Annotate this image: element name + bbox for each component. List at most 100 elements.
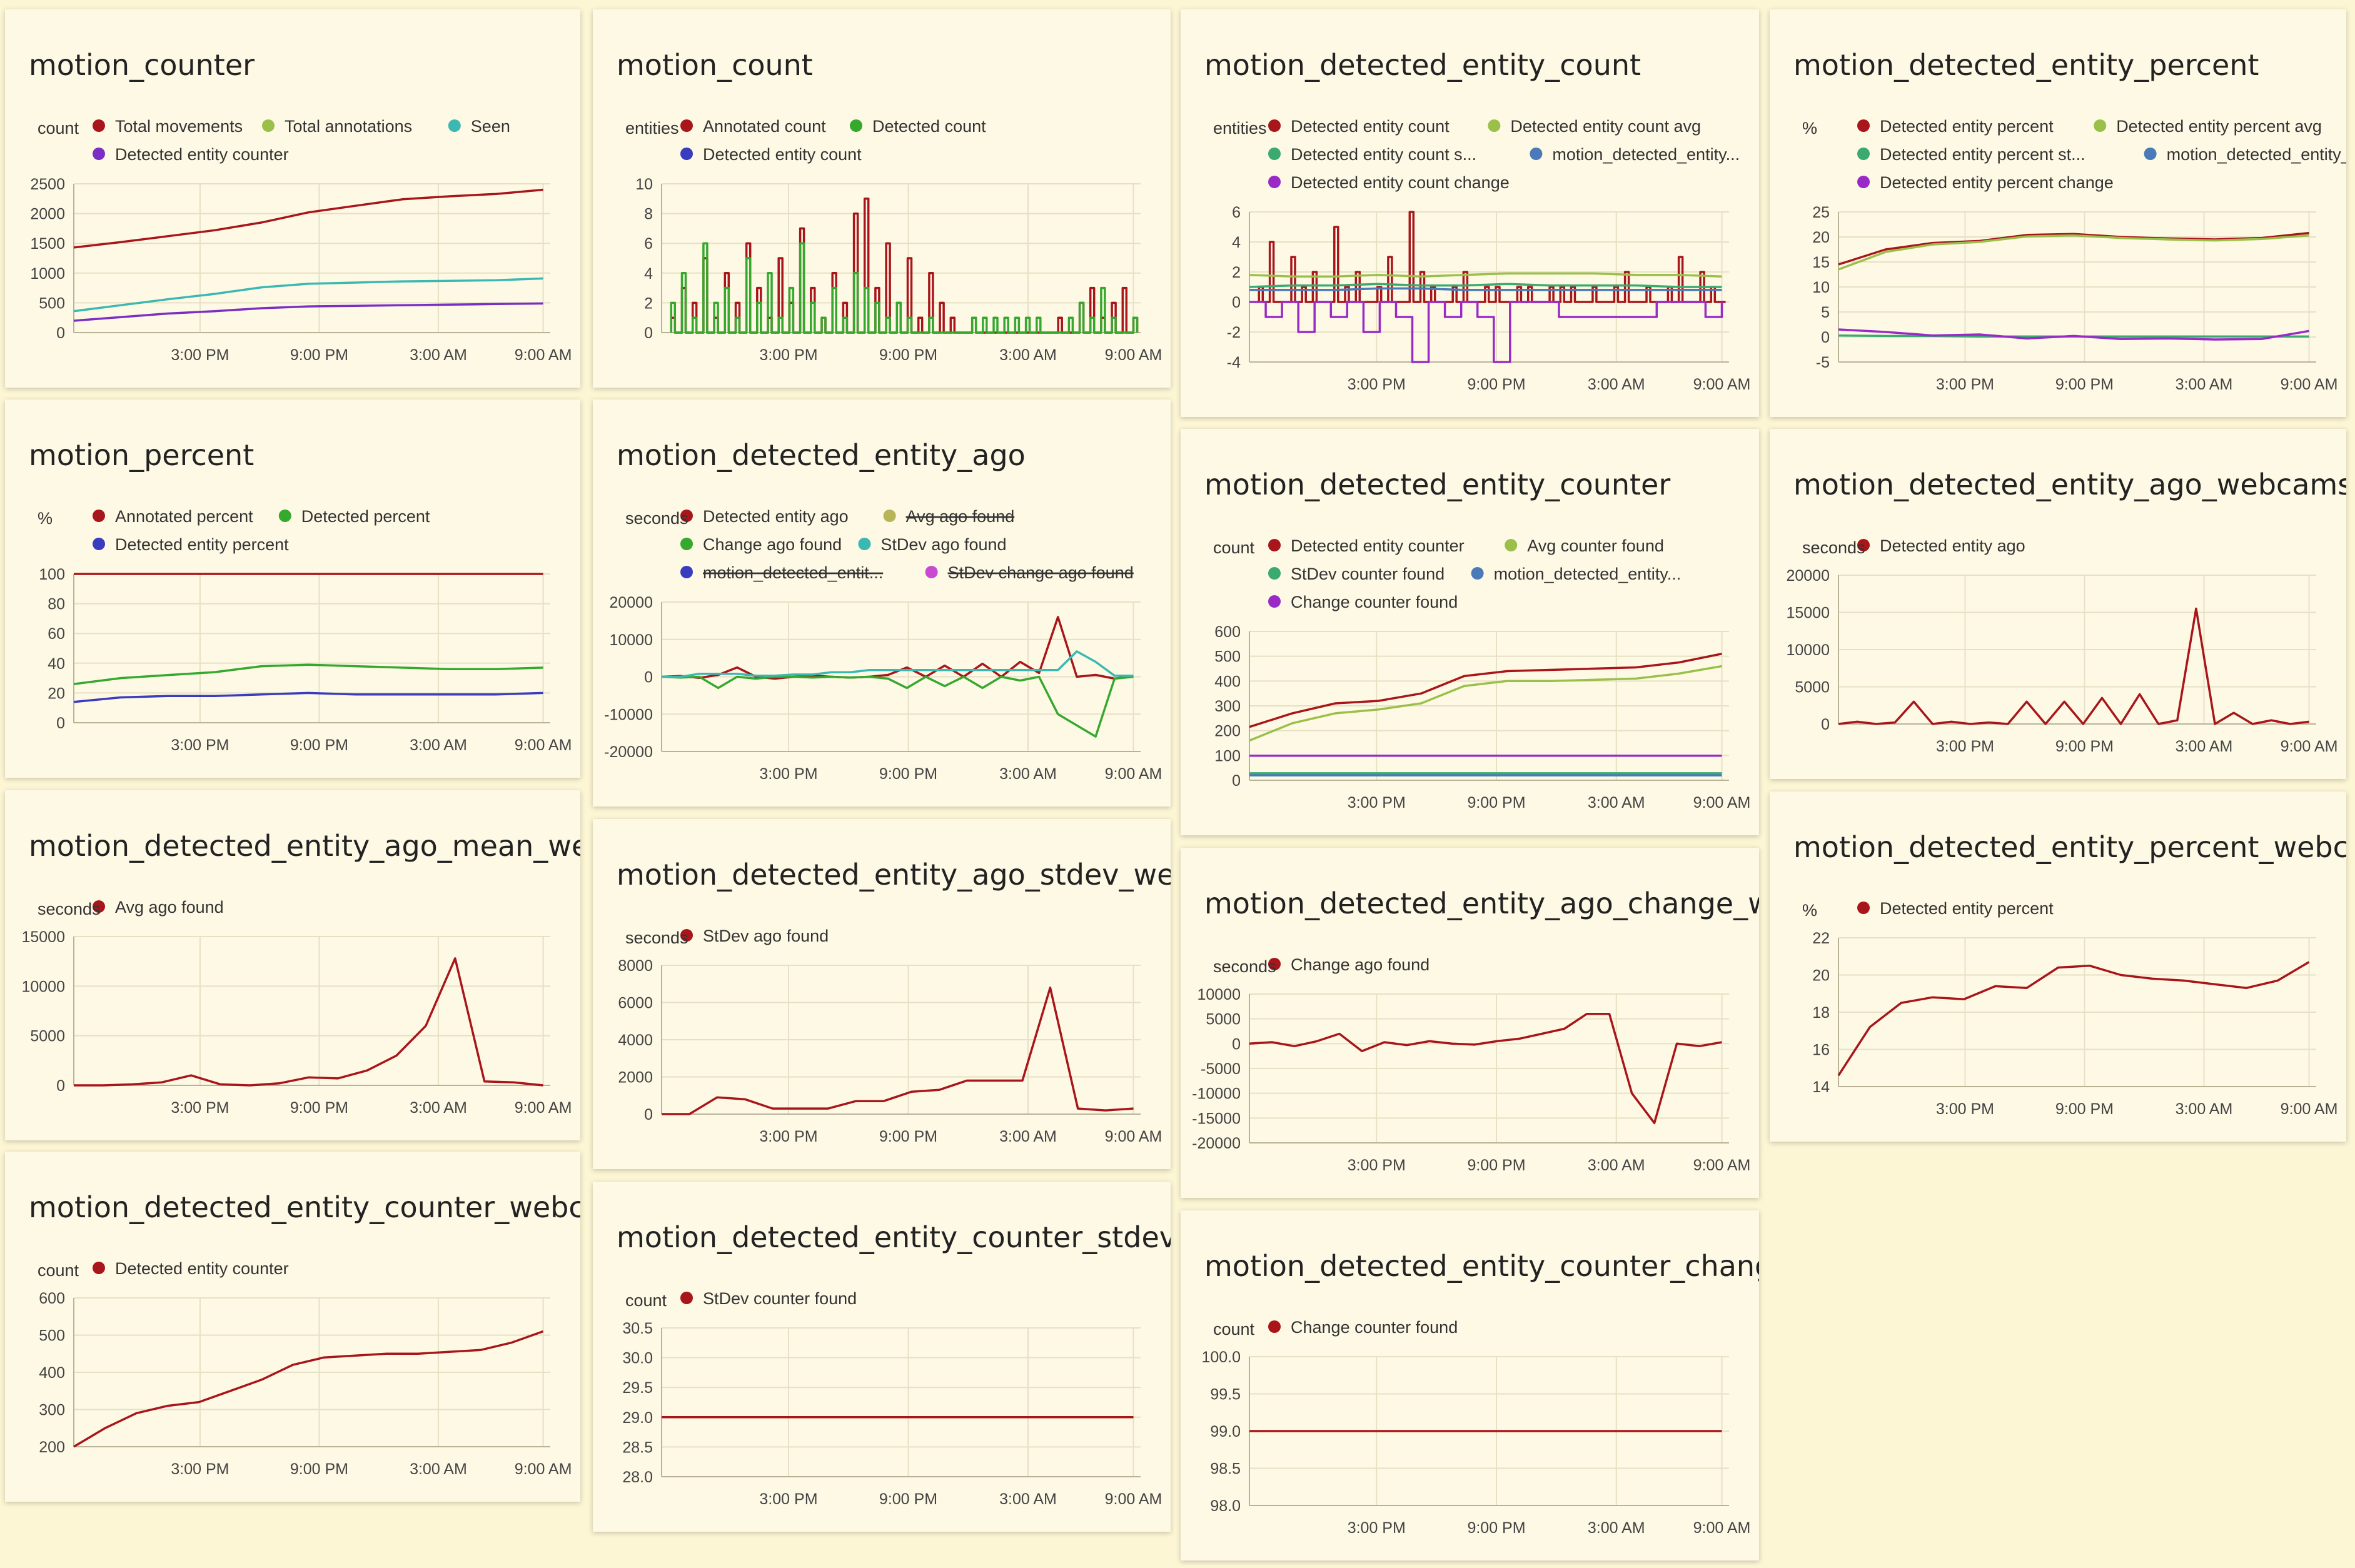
y-tick-label: 10 [635,176,653,193]
x-tick-label: 3:00 AM [999,1128,1057,1145]
series-line-detected-entity-percent-avg[interactable] [1838,234,2309,271]
legend-item-detected-entity-count-avg[interactable]: Detected entity count avg [1488,117,1701,136]
series-line-stdev-ago-found[interactable] [662,986,1134,1115]
legend-item-motion-detected-entity-p[interactable]: motion_detected_entity_p... [2144,145,2346,164]
y-tick-label: 20000 [609,594,653,611]
series-line-detected-entity-count-avg[interactable] [1249,272,1722,278]
legend-swatch [858,538,871,550]
series-line-detected-count[interactable] [670,242,1139,334]
unit-label: count [38,1261,79,1280]
legend-item-change-ago-found[interactable]: Change ago found [1268,955,1430,974]
legend-item-detected-count[interactable]: Detected count [850,117,986,136]
series-line-detected-percent[interactable] [73,663,543,685]
legend-item-detected-entity-ago[interactable]: Detected entity ago [680,507,849,526]
series-line-detected-entity-counter[interactable] [1249,652,1722,728]
card-motion-detected-entity-percent[interactable]: motion_detected_entity_percent Detected e… [1770,9,2346,417]
legend-item-detected-entity-count[interactable]: Detected entity count [1268,117,1450,136]
card-motion-detected-entity-ago-webcams[interactable]: motion_detected_entity_ago_webcams Detect… [1770,429,2346,779]
legend-item-detected-entity-percent-change[interactable]: Detected entity percent change [1857,173,2114,192]
legend-item-stdev-ago-found[interactable]: StDev ago found [858,535,1007,554]
legend-item-motion-detected-entity[interactable]: motion_detected_entity... [1530,145,1740,164]
card-motion-detected-entity-counter-webcams[interactable]: motion_detected_entity_counter_webcams De… [5,1152,580,1502]
legend-item-detected-entity-percent-avg[interactable]: Detected entity percent avg [2094,117,2322,136]
legend-item-change-ago-found[interactable]: Change ago found [680,535,842,554]
x-tick-label: 9:00 PM [879,1128,937,1145]
card-motion-detected-entity-count[interactable]: motion_detected_entity_count Detected ent… [1181,9,1759,417]
legend-label: motion_detected_entity... [1494,565,1682,583]
legend-swatch [1505,539,1518,551]
legend-swatch [1268,148,1281,160]
legend-item-motion-detected-entit[interactable]: motion_detected_entit... [680,563,883,582]
series-line-avg-ago-found[interactable] [74,957,543,1087]
card-motion-counter[interactable]: motion_counter Total movements Total annot… [5,9,580,388]
legend-item-stdev-counter-found[interactable]: StDev counter found [680,1289,857,1308]
legend-item-change-counter-found[interactable]: Change counter found [1268,1318,1458,1337]
legend-item-detected-entity-count-change[interactable]: Detected entity count change [1268,173,1510,192]
legend-item-motion-detected-entity[interactable]: motion_detected_entity... [1471,565,1682,583]
x-tick-label: 3:00 AM [1588,376,1645,393]
card-title: motion_detected_entity_ago_webcams [1793,468,2346,501]
series-line-detected-entity-counter[interactable] [73,1330,544,1448]
card-motion-detected-entity-ago-change-webcams[interactable]: motion_detected_entity_ago_change_webcam… [1181,848,1759,1198]
legend-label: Detected entity counter [1291,536,1465,555]
series-line-total-movements[interactable] [73,188,543,249]
legend-item-stdev-counter-found[interactable]: StDev counter found [1268,565,1445,583]
series-line-avg-counter-found[interactable] [1249,665,1722,742]
series-line-stdev-ago-found[interactable] [662,650,1134,678]
series-line-change-ago-found[interactable] [1249,1012,1722,1125]
card-motion-detected-entity-ago-stdev-webcams[interactable]: motion_detected_entity_ago_stdev_webcams… [593,819,1171,1169]
legend-item-detected-entity-count-s[interactable]: Detected entity count s... [1268,145,1476,164]
legend-label: StDev change ago found [948,563,1134,582]
legend-item-avg-ago-found[interactable]: Avg ago found [93,898,224,917]
legend-item-detected-entity-count[interactable]: Detected entity count [680,145,862,164]
card-motion-detected-entity-counter-stdev-webcams[interactable]: motion_detected_entity_counter_stdev_web… [593,1182,1171,1532]
card-motion-detected-entity-ago-mean-webcams[interactable]: motion_detected_entity_ago_mean_webcams A… [5,790,580,1140]
series-line-detected-entity-counter[interactable] [73,302,543,322]
series-line-detected-entity-count-s[interactable] [1249,283,1722,288]
legend-item-change-counter-found[interactable]: Change counter found [1268,593,1458,611]
legend-item-detected-entity-counter[interactable]: Detected entity counter [1268,536,1465,555]
legend-item-detected-entity-counter[interactable]: Detected entity counter [93,145,289,164]
legend-item-stdev-change-ago-found[interactable]: StDev change ago found [925,563,1134,582]
series-line-detected-entity-percent-change[interactable] [1838,328,2309,341]
card-motion-detected-entity-counter[interactable]: motion_detected_entity_counter Detected e… [1181,429,1759,835]
series-line-detected-entity-ago[interactable] [1838,607,2309,725]
y-tick-label: 30.0 [622,1350,653,1367]
legend-item-detected-entity-percent-st[interactable]: Detected entity percent st... [1857,145,2085,164]
legend-item-detected-entity-counter[interactable]: Detected entity counter [93,1259,289,1278]
legend-item-detected-entity-percent[interactable]: Detected entity percent [93,535,289,554]
card-motion-detected-entity-percent-webcams[interactable]: motion_detected_entity_percent_webcams De… [1770,792,2346,1142]
legend-item-total-annotations[interactable]: Total annotations [262,117,412,136]
series-line-motion-detected-entity[interactable] [1249,287,1722,291]
card-title: motion_counter [29,48,255,82]
series-line-detected-entity-count-change[interactable] [1249,301,1723,363]
legend-item-annotated-percent[interactable]: Annotated percent [93,507,253,526]
card-motion-detected-entity-counter-change-webcams[interactable]: motion_detected_entity_counter_change_we… [1181,1210,1759,1560]
legend-item-stdev-ago-found[interactable]: StDev ago found [680,927,829,945]
card-title: motion_detected_entity_percent [1793,48,2259,82]
legend-swatch [93,900,105,913]
series-line-change-ago-found[interactable] [661,675,1134,738]
legend-item-seen[interactable]: Seen [448,117,510,136]
y-tick-label: 8000 [618,957,653,975]
series-line-detected-entity-percent[interactable] [73,691,543,703]
legend-label: motion_detected_entity... [1552,145,1740,164]
legend-item-detected-entity-ago[interactable]: Detected entity ago [1857,536,2025,555]
legend-item-annotated-count[interactable]: Annotated count [680,117,826,136]
card-motion-detected-entity-ago[interactable]: motion_detected_entity_ago Detected entit… [593,400,1171,807]
legend-item-avg-counter-found[interactable]: Avg counter found [1505,536,1664,555]
y-tick-label: 0 [644,669,653,686]
chart-svg: StDev counter found count 28.0 28.5 29.0 29.5… [622,1289,1162,1508]
legend-item-detected-percent[interactable]: Detected percent [278,507,430,526]
series-line-seen[interactable] [73,277,543,313]
series-line-detected-entity-count[interactable] [1258,211,1726,303]
series-line-detected-entity-ago[interactable] [661,616,1134,680]
legend-item-total-movements[interactable]: Total movements [93,117,243,136]
series-line-detected-entity-percent[interactable] [1837,961,2310,1077]
legend-item-detected-entity-percent[interactable]: Detected entity percent [1857,899,2054,918]
card-motion-count[interactable]: motion_count Annotated count Detected coun… [593,9,1171,388]
legend-item-detected-entity-percent[interactable]: Detected entity percent [1857,117,2054,136]
card-motion-percent[interactable]: motion_percent Annotated percent Detected … [5,400,580,778]
series-line-annotated-count[interactable] [670,198,1139,334]
legend-item-avg-ago-found[interactable]: Avg ago found [883,507,1015,526]
